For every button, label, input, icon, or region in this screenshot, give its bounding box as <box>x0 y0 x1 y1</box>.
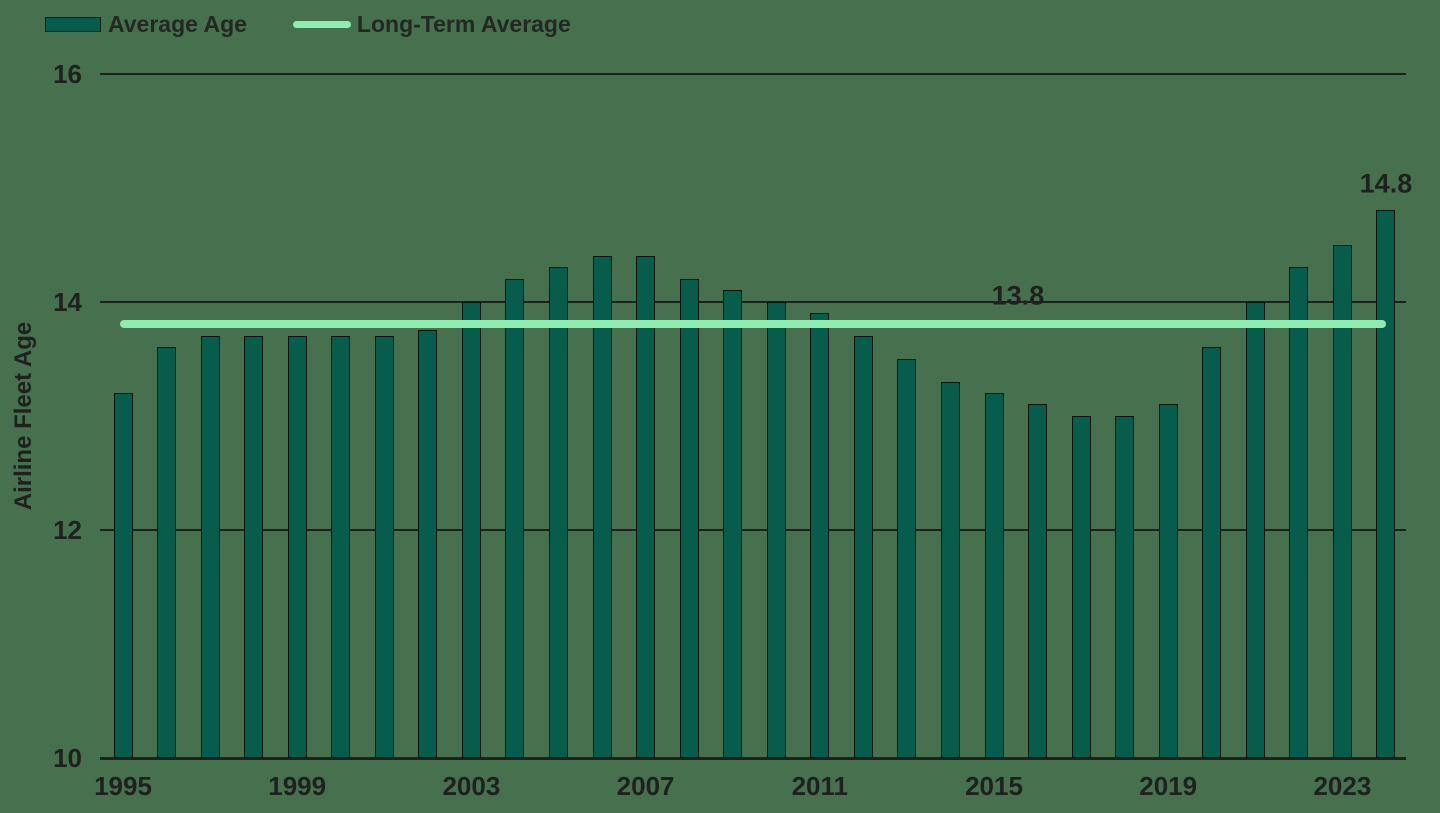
x-tick-label-2003: 2003 <box>442 771 501 801</box>
bar-2010 <box>766 301 786 758</box>
x-tick-label-2019: 2019 <box>1139 771 1198 801</box>
gridline-10 <box>100 756 1406 760</box>
bar-1996 <box>157 347 177 758</box>
bar-2001 <box>374 335 394 758</box>
bar-1995 <box>113 392 133 758</box>
bar-2019 <box>1158 404 1178 758</box>
gridline-14 <box>100 300 1406 303</box>
legend-label-average-age: Average Age <box>108 10 247 37</box>
x-tick-label-1995: 1995 <box>94 771 152 801</box>
bar-1997 <box>200 335 220 758</box>
bar-2007 <box>636 256 656 758</box>
bar-2012 <box>853 335 873 758</box>
bar-2017 <box>1071 415 1091 758</box>
bar-2011 <box>810 313 830 758</box>
annotation-13-8: 13.8 <box>991 280 1045 311</box>
bar-2005 <box>549 267 568 758</box>
x-tick-label-2023: 2023 <box>1313 771 1372 801</box>
long-term-average-line <box>120 320 1386 329</box>
y-tick-label-14: 14 <box>53 286 82 317</box>
bar-2024 <box>1376 210 1396 758</box>
bar-2003 <box>461 301 481 758</box>
bar-1999 <box>287 335 307 758</box>
gridline-16 <box>100 72 1406 75</box>
bar-2008 <box>679 278 699 758</box>
chart-legend: Average Age Long-Term Average <box>45 8 571 40</box>
bar-2002 <box>418 330 438 758</box>
bar-2016 <box>1028 404 1048 758</box>
bar-2023 <box>1332 244 1352 758</box>
bar-2009 <box>723 290 743 758</box>
bar-2013 <box>897 358 917 758</box>
bar-2018 <box>1115 415 1135 758</box>
x-tick-label-2015: 2015 <box>965 771 1023 801</box>
x-tick-label-2011: 2011 <box>791 771 848 801</box>
gridline-12 <box>100 528 1406 531</box>
legend-label-long-term-average: Long-Term Average <box>356 10 571 37</box>
x-tick-label-2007: 2007 <box>616 771 675 801</box>
bar-2000 <box>331 335 351 758</box>
bar-2004 <box>505 278 525 758</box>
annotation-14-8: 14.8 <box>1359 168 1413 199</box>
bar-2021 <box>1245 301 1265 758</box>
bar-2020 <box>1202 347 1222 758</box>
y-tick-label-16: 16 <box>53 58 82 89</box>
bar-2014 <box>940 381 960 758</box>
legend-bar-swatch <box>45 16 101 32</box>
y-tick-label-12: 12 <box>53 514 82 545</box>
legend-line-swatch <box>292 20 351 28</box>
bar-2022 <box>1289 267 1309 758</box>
bar-1998 <box>244 335 264 758</box>
y-tick-label-10: 10 <box>53 743 82 773</box>
bar-2006 <box>592 256 612 758</box>
x-tick-label-1999: 1999 <box>268 771 327 801</box>
bar-2015 <box>984 392 1004 758</box>
